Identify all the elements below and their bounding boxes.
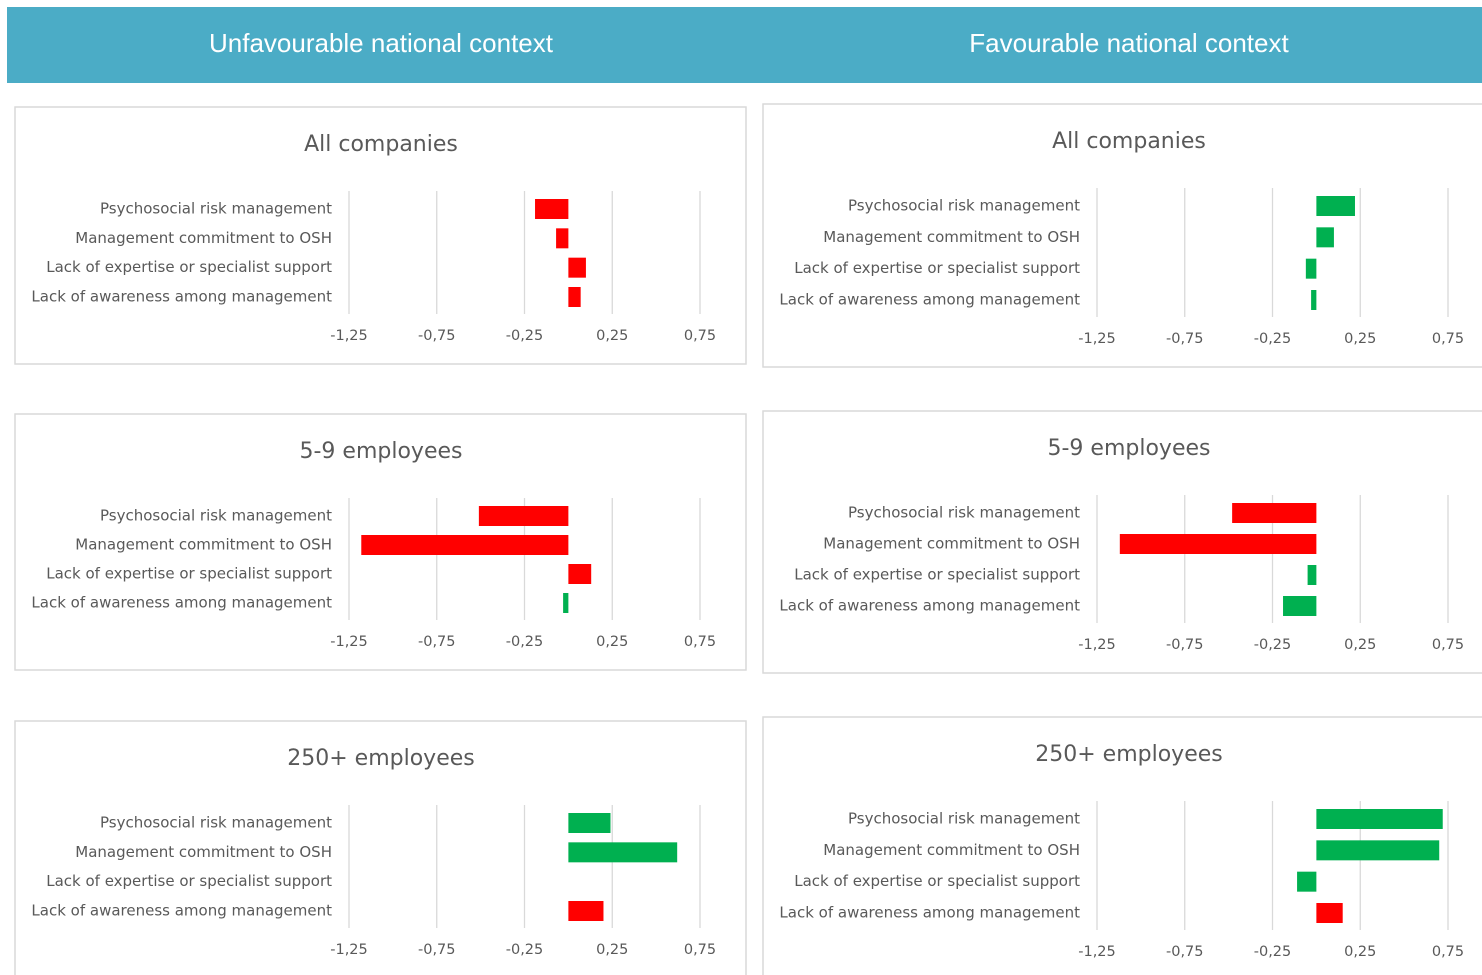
bar	[568, 564, 592, 584]
x-tick-label: -0,25	[506, 328, 544, 344]
x-tick-label: 0,25	[596, 634, 628, 650]
panel-frame	[762, 410, 1482, 674]
bar	[1297, 871, 1317, 892]
bar	[1232, 503, 1317, 523]
x-tick-label: -1,25	[330, 942, 368, 958]
category-label: Management commitment to OSH	[75, 536, 332, 554]
category-label: Lack of expertise or specialist support	[46, 872, 332, 890]
x-tick-label: 0,25	[1344, 637, 1376, 653]
x-tick-label: -0,75	[1166, 331, 1204, 347]
x-tick-label: -0,25	[506, 942, 544, 958]
chart-title: 5-9 employees	[300, 439, 463, 464]
category-label: Lack of expertise or specialist support	[794, 872, 1080, 890]
category-label: Management commitment to OSH	[823, 228, 1080, 246]
bar	[1316, 227, 1334, 248]
x-tick-label: -1,25	[330, 328, 368, 344]
x-tick-label: -0,75	[418, 634, 456, 650]
category-label: Management commitment to OSH	[823, 535, 1080, 553]
panel-frame	[14, 413, 747, 671]
x-tick-label: 0,75	[684, 942, 716, 958]
category-label: Lack of awareness among management	[779, 291, 1080, 309]
bar	[1316, 840, 1440, 861]
chart-title: 5-9 employees	[1048, 436, 1211, 461]
bar	[1316, 903, 1343, 923]
x-tick-label: -1,25	[330, 634, 368, 650]
panel-frame	[762, 103, 1482, 368]
bar	[1305, 258, 1317, 279]
bar	[556, 228, 569, 249]
x-tick-label: -0,25	[1254, 944, 1292, 960]
x-tick-label: 0,75	[684, 328, 716, 344]
header-bar	[7, 7, 1482, 83]
bar	[568, 287, 581, 307]
category-label: Psychosocial risk management	[100, 200, 332, 218]
category-label: Lack of awareness among management	[779, 597, 1080, 615]
bar	[1311, 290, 1317, 310]
category-label: Lack of awareness among management	[31, 594, 332, 612]
bar	[1307, 565, 1317, 585]
x-tick-label: -0,25	[1254, 331, 1292, 347]
x-tick-label: 0,75	[1432, 944, 1464, 960]
category-label: Lack of awareness among management	[779, 904, 1080, 922]
category-label: Management commitment to OSH	[75, 843, 332, 861]
x-tick-label: 0,25	[1344, 944, 1376, 960]
category-label: Lack of expertise or specialist support	[794, 259, 1080, 277]
category-label: Lack of expertise or specialist support	[794, 566, 1080, 584]
bar	[568, 901, 604, 921]
x-tick-label: 0,25	[596, 328, 628, 344]
bar	[1316, 809, 1443, 829]
chart-title: 250+ employees	[287, 746, 474, 771]
category-label: Psychosocial risk management	[100, 814, 332, 832]
category-label: Lack of expertise or specialist support	[46, 565, 332, 583]
x-tick-label: 0,75	[684, 634, 716, 650]
bar	[1119, 534, 1317, 554]
category-label: Management commitment to OSH	[75, 229, 332, 247]
category-label: Lack of expertise or specialist support	[46, 258, 332, 276]
category-label: Psychosocial risk management	[100, 507, 332, 525]
bar	[1316, 196, 1355, 216]
panel-frame	[14, 106, 747, 365]
chart-title: 250+ employees	[1035, 742, 1222, 767]
chart-title: All companies	[304, 132, 458, 157]
bar	[1283, 596, 1317, 616]
category-label: Psychosocial risk management	[848, 197, 1080, 215]
category-label: Management commitment to OSH	[823, 841, 1080, 859]
x-tick-label: -0,25	[1254, 637, 1292, 653]
bar	[478, 506, 569, 526]
category-label: Lack of awareness among management	[31, 288, 332, 306]
category-label: Psychosocial risk management	[848, 810, 1080, 828]
bar	[568, 257, 586, 278]
x-tick-label: -0,25	[506, 634, 544, 650]
category-label: Psychosocial risk management	[848, 504, 1080, 522]
bar	[361, 535, 569, 555]
x-tick-label: -1,25	[1078, 331, 1116, 347]
x-tick-label: 0,25	[1344, 331, 1376, 347]
chart-title: All companies	[1052, 129, 1206, 154]
x-tick-label: -1,25	[1078, 944, 1116, 960]
x-tick-label: 0,75	[1432, 331, 1464, 347]
bar	[563, 593, 569, 613]
category-label: Lack of awareness among management	[31, 902, 332, 920]
header-title: Unfavourable national context	[209, 28, 554, 58]
x-tick-label: -1,25	[1078, 637, 1116, 653]
x-tick-label: 0,25	[596, 942, 628, 958]
panel-frame	[762, 716, 1482, 975]
x-tick-label: -0,75	[1166, 944, 1204, 960]
x-tick-label: -0,75	[418, 942, 456, 958]
x-tick-label: -0,75	[418, 328, 456, 344]
x-tick-label: -0,75	[1166, 637, 1204, 653]
bar	[568, 842, 678, 863]
header-title: Favourable national context	[969, 28, 1289, 58]
x-tick-label: 0,75	[1432, 637, 1464, 653]
bar	[535, 199, 569, 219]
panel-frame	[14, 720, 747, 975]
bar	[568, 813, 611, 833]
